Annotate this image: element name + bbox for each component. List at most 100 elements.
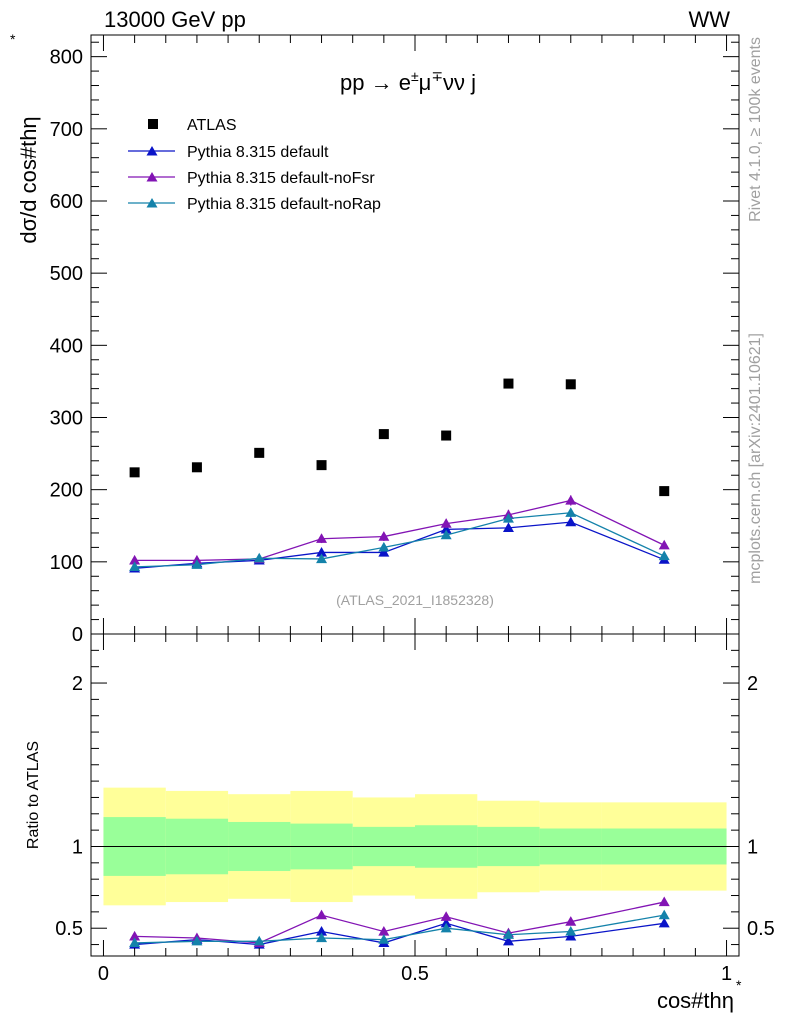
legend-marker-atlas: [148, 119, 158, 129]
series-2-point-1: [191, 559, 203, 569]
ratio-2-point-8: [658, 909, 670, 920]
y-axis-label-sup: *: [10, 31, 16, 47]
series-2-point-8: [658, 550, 670, 561]
series-1-point-8: [658, 539, 670, 550]
ratio-2-point-2: [253, 935, 265, 946]
data-point-1: [191, 462, 202, 473]
data-point-2: [254, 447, 265, 458]
series-0-point-7: [565, 516, 577, 527]
x-tick-label-0: 0: [98, 963, 109, 985]
x-tick-label-1: 0.5: [401, 963, 429, 985]
energy-label: 13000 GeV pp: [104, 7, 246, 32]
ratio-1-point-7: [565, 916, 577, 926]
ratio-1-point-0: [129, 930, 141, 941]
ratio-plot: [103, 787, 727, 949]
data-point-7: [565, 379, 576, 390]
data-point-8: [659, 486, 670, 497]
process-label-sup1: ±: [411, 68, 419, 84]
y-tick-label-8: 800: [50, 47, 83, 69]
x-axis-label-sup: *: [736, 977, 742, 993]
legend-label-atlas: ATLAS: [187, 117, 237, 134]
legend-marker-norap: [146, 198, 158, 208]
y-tick-label-4: 400: [50, 335, 83, 357]
series-line-2: [134, 512, 665, 568]
process-label-mid: μ: [419, 70, 432, 95]
y-axis-label: dσ/d cos#thη: [16, 116, 41, 243]
legend-label-norap: Pythia 8.315 default-noRap: [187, 196, 381, 213]
ratio-tick-label-right-0: 0.5: [747, 918, 775, 940]
legend-marker-nofsr: [146, 172, 158, 182]
main-plot: [129, 378, 670, 573]
series-2-point-7: [565, 507, 577, 517]
x-axis-label: cos#thη: [657, 988, 734, 1013]
ratio-1-point-8: [658, 896, 670, 907]
ratio-1-point-4: [378, 925, 390, 936]
series-0-point-3: [316, 546, 328, 557]
process-label-pre: pp → e: [340, 70, 411, 95]
series-0-point-5: [440, 523, 452, 534]
ratio-2-point-4: [378, 934, 390, 944]
y-axis-label-text: dσ/d cos#thη: [16, 116, 41, 243]
analysis-id: (ATLAS_2021_I1852328): [336, 592, 494, 608]
legend-label-default: Pythia 8.315 default: [187, 144, 329, 161]
legend: ATLAS Pythia 8.315 default Pythia 8.315 …: [128, 117, 381, 213]
ratio-1-point-3: [316, 909, 328, 920]
rivet-label: Rivet 4.1.0, ≥ 100k events: [747, 37, 764, 222]
series-1-point-5: [440, 518, 452, 528]
ratio-2-point-7: [565, 925, 577, 936]
ratio-0-point-3: [316, 925, 328, 936]
ratio-2-point-0: [129, 937, 141, 948]
ratio-2-point-1: [191, 935, 203, 946]
ratio-tick-label-right-1: 1: [747, 836, 758, 858]
ratio-2-point-5: [440, 922, 452, 933]
series-line-1: [134, 499, 665, 562]
plot-frames: 0 100 200 300 400 500 600 700 800 0.5 0.5 1 1 2 2 0 0.5 1: [50, 34, 775, 985]
data-point-4: [378, 429, 389, 440]
process-label-sup2: ∓: [431, 68, 443, 84]
y-tick-label-0: 0: [72, 624, 83, 646]
series-0-point-6: [502, 522, 514, 533]
series-2-point-2: [253, 552, 265, 563]
ratio-0-point-8: [658, 917, 670, 928]
y-tick-label-5: 500: [50, 263, 83, 285]
ratio-0-point-5: [440, 917, 452, 928]
ratio-y-axis-label: Ratio to ATLAS: [25, 741, 42, 849]
data-point-6: [503, 378, 514, 389]
ratio-0-point-6: [502, 935, 514, 946]
ratio-tick-label-right-2: 2: [747, 673, 758, 695]
series-line-0: [134, 521, 665, 569]
y-tick-label-7: 700: [50, 119, 83, 141]
process-type-label: WW: [688, 7, 730, 32]
ratio-0-point-7: [565, 930, 577, 941]
series-1-point-0: [129, 554, 141, 565]
ratio-2-point-6: [502, 929, 514, 939]
series-2-point-3: [316, 553, 328, 564]
series-2-point-4: [378, 541, 390, 552]
mcplots-label: mcplots.cern.ch [arXiv:2401.10621]: [747, 333, 764, 584]
process-label: pp → e±μ∓νν j: [340, 68, 476, 95]
data-point-5: [441, 430, 452, 441]
y-tick-label-3: 300: [50, 407, 83, 429]
process-label-post: νν j: [443, 70, 476, 95]
series-1-point-7: [565, 494, 577, 505]
y-tick-label-1: 100: [50, 552, 83, 574]
ratio-tick-label-left-2: 2: [72, 673, 83, 695]
series-2-point-0: [129, 561, 141, 572]
ratio-tick-label-left-1: 1: [72, 836, 83, 858]
series-1-point-3: [316, 533, 328, 543]
y-tick-label-6: 600: [50, 191, 83, 213]
ratio-tick-label-left-0: 0.5: [55, 918, 83, 940]
ratio-1-point-5: [440, 911, 452, 921]
y-tick-label-2: 200: [50, 480, 83, 502]
series-0-point-4: [378, 546, 390, 557]
legend-label-nofsr: Pythia 8.315 default-noFsr: [187, 170, 375, 187]
data-point-3: [316, 460, 327, 471]
legend-marker-default: [146, 146, 158, 156]
x-tick-label-2: 1: [721, 963, 732, 985]
series-2-point-6: [502, 513, 514, 523]
data-point-0: [129, 467, 140, 478]
series-2-point-5: [440, 529, 452, 540]
ratio-2-point-3: [316, 932, 328, 943]
series-1-point-4: [378, 531, 390, 541]
